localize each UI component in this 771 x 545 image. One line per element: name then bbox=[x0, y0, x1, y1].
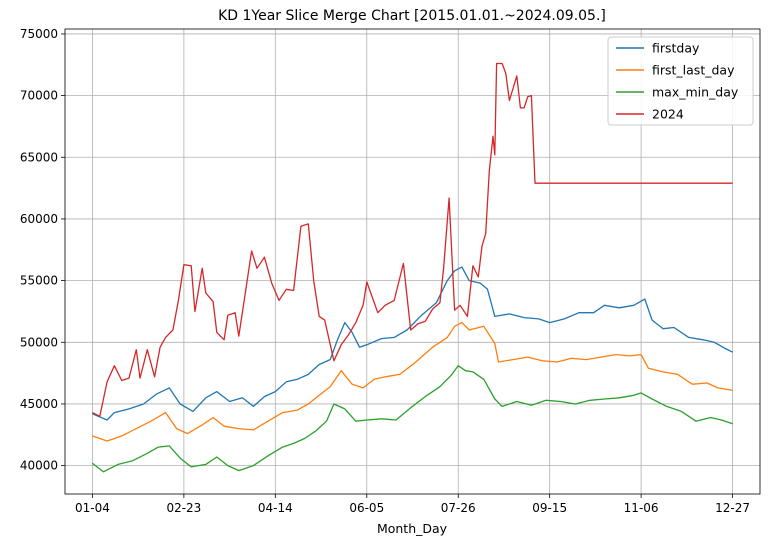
y-tick-label: 55000 bbox=[20, 274, 58, 288]
y-tick-label: 50000 bbox=[20, 335, 58, 349]
series-line-2024 bbox=[92, 62, 733, 417]
legend-label: 2024 bbox=[652, 107, 684, 122]
y-tick-label: 45000 bbox=[20, 397, 58, 411]
series-line-max_min_day bbox=[91, 365, 733, 473]
x-axis-label: Month_Day bbox=[377, 521, 448, 536]
x-tick-label: 01-04 bbox=[75, 501, 110, 515]
x-tick-label: 12-27 bbox=[715, 501, 750, 515]
chart-title: KD 1Year Slice Merge Chart [2015.01.01.~… bbox=[218, 8, 606, 24]
series-lines bbox=[91, 62, 733, 473]
legend: firstday first_last_day max_min_day 2024 bbox=[607, 36, 754, 126]
legend-box bbox=[607, 36, 754, 126]
plot-area-frame bbox=[64, 28, 761, 495]
y-tick-label: 75000 bbox=[20, 27, 58, 41]
y-tick-label: 60000 bbox=[20, 212, 58, 226]
legend-label: first_last_day bbox=[652, 63, 735, 78]
y-tick-label: 40000 bbox=[20, 459, 58, 473]
x-axis-ticks: 01-04 02-23 04-14 06-05 07-26 09-15 11-06 12-27 bbox=[75, 494, 750, 515]
legend-label: max_min_day bbox=[652, 85, 739, 100]
x-tick-label: 11-06 bbox=[624, 501, 659, 515]
x-tick-label: 09-15 bbox=[532, 501, 567, 515]
y-tick-label: 70000 bbox=[20, 89, 58, 103]
x-tick-label: 07-26 bbox=[441, 501, 476, 515]
x-tick-label: 06-05 bbox=[349, 501, 384, 515]
x-tick-label: 04-14 bbox=[258, 501, 293, 515]
y-tick-label: 65000 bbox=[20, 150, 58, 164]
series-line-first_last_day bbox=[92, 321, 733, 442]
legend-label: firstday bbox=[652, 41, 700, 56]
y-axis-ticks: 40000 45000 50000 55000 60000 65000 70000 75000 bbox=[20, 27, 65, 473]
series-line-firstday bbox=[92, 266, 733, 421]
x-tick-label: 02-23 bbox=[166, 501, 201, 515]
